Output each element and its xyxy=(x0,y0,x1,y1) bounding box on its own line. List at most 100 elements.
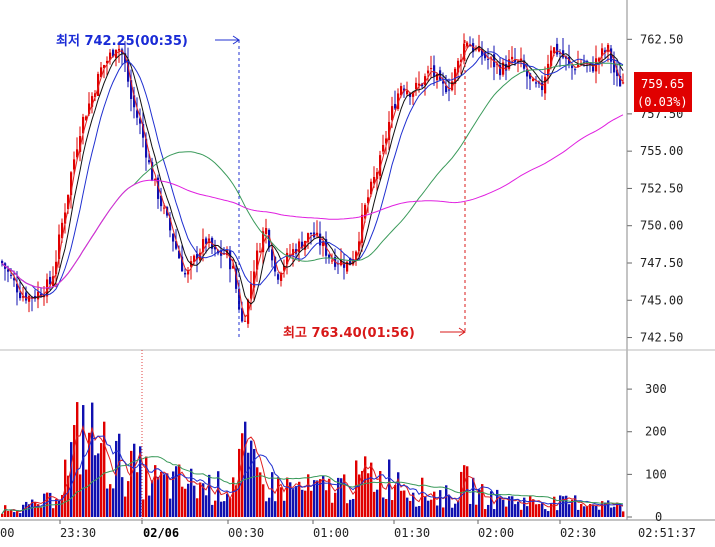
volume-bar xyxy=(172,471,175,517)
candle-body xyxy=(289,254,292,256)
current-price-badge-bg xyxy=(634,72,692,112)
candle-body xyxy=(271,249,274,261)
price-tick-label: 752.50 xyxy=(640,181,683,195)
candle-body xyxy=(436,73,439,81)
candle-body xyxy=(598,58,601,62)
volume-bar xyxy=(409,500,412,517)
candle-body xyxy=(283,265,286,271)
current-time-label: 02:51:37 xyxy=(638,526,696,540)
volume-bar xyxy=(331,502,334,517)
candle-body xyxy=(133,95,136,108)
candle-body xyxy=(91,96,94,107)
volume-bar xyxy=(91,402,94,517)
candle-body xyxy=(22,296,25,298)
volume-bar xyxy=(259,472,262,517)
candle-body xyxy=(328,254,331,258)
volume-bar xyxy=(1,513,4,517)
candle-body xyxy=(265,228,268,234)
volume-bar xyxy=(577,509,580,517)
volume-bar xyxy=(418,505,421,517)
candle-body xyxy=(304,240,307,250)
volume-bar xyxy=(46,492,49,517)
volume-bar-series xyxy=(1,402,625,517)
candle-body xyxy=(205,238,208,244)
volume-bar xyxy=(316,480,319,517)
volume-bar xyxy=(229,498,232,517)
volume-bar xyxy=(514,504,517,517)
volume-bar xyxy=(589,504,592,517)
candle-body xyxy=(148,160,151,163)
volume-bar xyxy=(118,433,121,517)
candle-body xyxy=(118,48,121,51)
candle-body xyxy=(517,60,520,62)
volume-bar xyxy=(37,504,40,517)
volume-bar xyxy=(457,500,460,517)
volume-bar xyxy=(106,488,109,517)
volume-bar xyxy=(145,456,148,517)
volume-bar xyxy=(148,495,151,517)
candle-body xyxy=(460,59,463,63)
candle-body xyxy=(331,260,334,262)
volume-tick-label: 0 xyxy=(655,510,662,524)
candle-body xyxy=(202,239,205,252)
volume-bar xyxy=(493,509,496,517)
volume-bar xyxy=(412,492,415,517)
candle-body xyxy=(340,259,343,266)
candle-body xyxy=(286,252,289,265)
volume-bar xyxy=(256,467,259,517)
volume-bar xyxy=(130,450,133,517)
candle-body xyxy=(442,81,445,84)
volume-bar xyxy=(250,440,253,517)
volume-pane xyxy=(1,402,625,517)
volume-bar xyxy=(406,497,409,517)
candle-body xyxy=(388,121,391,140)
volume-bar xyxy=(103,421,106,517)
candle-body xyxy=(229,250,232,270)
candle-body xyxy=(553,47,556,54)
volume-bar xyxy=(52,508,55,517)
candle-body xyxy=(541,82,544,91)
volume-bar xyxy=(88,432,91,517)
candle-body xyxy=(496,63,499,65)
ma-line-longest xyxy=(1,114,624,289)
volume-bar xyxy=(10,509,13,517)
volume-bar xyxy=(502,500,505,517)
volume-bar xyxy=(595,505,598,517)
volume-bar xyxy=(526,506,529,517)
candle-body xyxy=(562,50,565,58)
volume-bar xyxy=(535,504,538,517)
candle-body xyxy=(613,59,616,73)
volume-bar xyxy=(304,490,307,517)
volume-bar xyxy=(7,510,10,517)
candle-body xyxy=(493,54,496,68)
candle-body xyxy=(19,292,22,299)
volume-bar xyxy=(133,443,136,517)
volume-bar xyxy=(397,472,400,517)
candle-body xyxy=(13,278,16,281)
candle-body xyxy=(397,93,400,109)
volume-bar xyxy=(562,496,565,517)
candle-body xyxy=(448,89,451,91)
volume-bar xyxy=(151,480,154,517)
volume-bar xyxy=(559,495,562,517)
candle-body xyxy=(373,176,376,184)
volume-bar xyxy=(208,474,211,517)
candle-body xyxy=(385,138,388,144)
volume-bar xyxy=(154,465,157,517)
candle-body xyxy=(103,64,106,68)
candle-body xyxy=(163,207,166,209)
volume-bar xyxy=(472,477,475,517)
volume-bar xyxy=(244,421,247,517)
volume-bar xyxy=(430,499,433,517)
volume-bar xyxy=(4,505,7,517)
volume-bar xyxy=(346,503,349,517)
candle-body xyxy=(505,63,508,71)
candle-body xyxy=(547,63,550,77)
time-axis-labels: 00 23:30 02/06 00:30 01:00 01:30 02:00 0… xyxy=(0,526,696,540)
candle-body xyxy=(16,283,19,293)
candle-body xyxy=(10,274,13,276)
candle-body xyxy=(142,124,145,138)
volume-bar xyxy=(394,484,397,517)
ma-line-short xyxy=(1,43,624,319)
candle-body xyxy=(250,283,253,299)
